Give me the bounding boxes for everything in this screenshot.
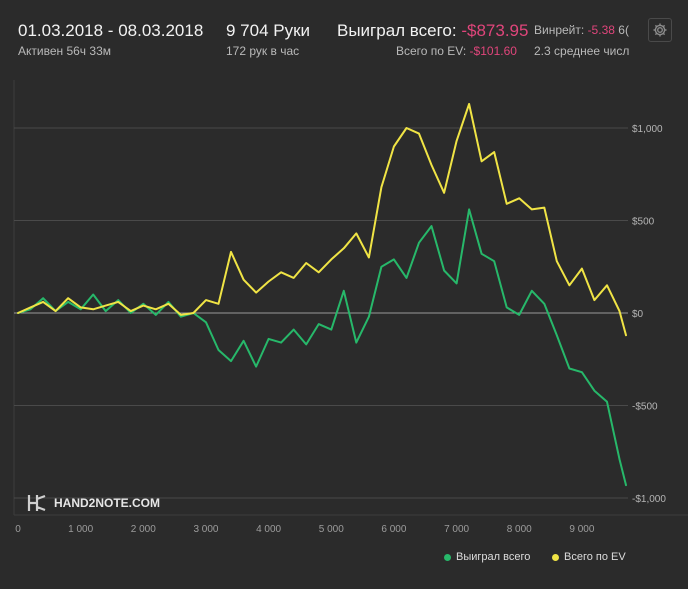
series-line-ev [17,103,627,337]
settings-button[interactable] [648,18,672,42]
y-tick-label: -$500 [632,402,658,413]
brand-text: HAND2NOTE.COM [54,496,161,510]
chart-ticks: $1,000 $500 $0 -$500 -$1,000 0 1 000 2 000 3 000… [15,124,666,535]
legend-won-marker [444,553,451,561]
chart-series [17,103,627,487]
series-line-won [17,208,627,487]
active-time: Активен 56ч 33м [18,44,111,58]
legend-ev[interactable]: Всего по EV [552,551,626,563]
winrate-extra: 6( [618,23,629,37]
ev-label: Всего по EV: [396,44,467,58]
x-tick-label: 7 000 [444,524,469,535]
hand2note-logo-icon [27,494,46,512]
x-tick-label: 0 [15,524,21,535]
legend-won-label: Выиграл всего [456,551,531,563]
x-tick-label: 5 000 [319,524,344,535]
brand-watermark: HAND2NOTE.COM [26,492,160,514]
won-label: Выиграл всего: [337,21,457,40]
hands-count: 9 704 Руки [226,21,311,40]
legend-won[interactable]: Выиграл всего [444,551,530,563]
winrate-value: -5.38 [587,23,615,37]
x-tick-label: 2 000 [131,524,156,535]
winrate-label: Винрейт: [534,23,585,37]
date-range: 01.03.2018 - 08.03.2018 [18,21,204,40]
won-total: Выиграл всего: -$873.95 [337,21,528,41]
legend-ev-marker [552,553,559,561]
x-tick-label: 9 000 [569,524,594,535]
y-tick-label: -$1,000 [632,494,666,505]
gear-icon [653,23,667,37]
hands-per-hour: 172 рук в час [226,44,300,58]
y-tick-label: $500 [632,217,655,228]
y-tick-label: $0 [632,309,644,320]
x-tick-label: 3 000 [193,524,218,535]
y-tick-label: $1,000 [632,124,663,135]
chart-grid [13,80,688,516]
legend-ev-label: Всего по EV [564,551,626,563]
x-tick-label: 1 000 [68,524,93,535]
avg-count: 2.3 среднее числ [534,44,630,58]
won-value: -$873.95 [461,21,529,40]
winrate: Винрейт: -5.38 6( [534,23,636,37]
x-tick-label: 6 000 [381,524,406,535]
x-tick-label: 4 000 [256,524,281,535]
x-tick-label: 8 000 [507,524,532,535]
ev-value: -$101.60 [469,44,517,58]
ev-total: Всего по EV: -$101.60 [396,44,517,58]
